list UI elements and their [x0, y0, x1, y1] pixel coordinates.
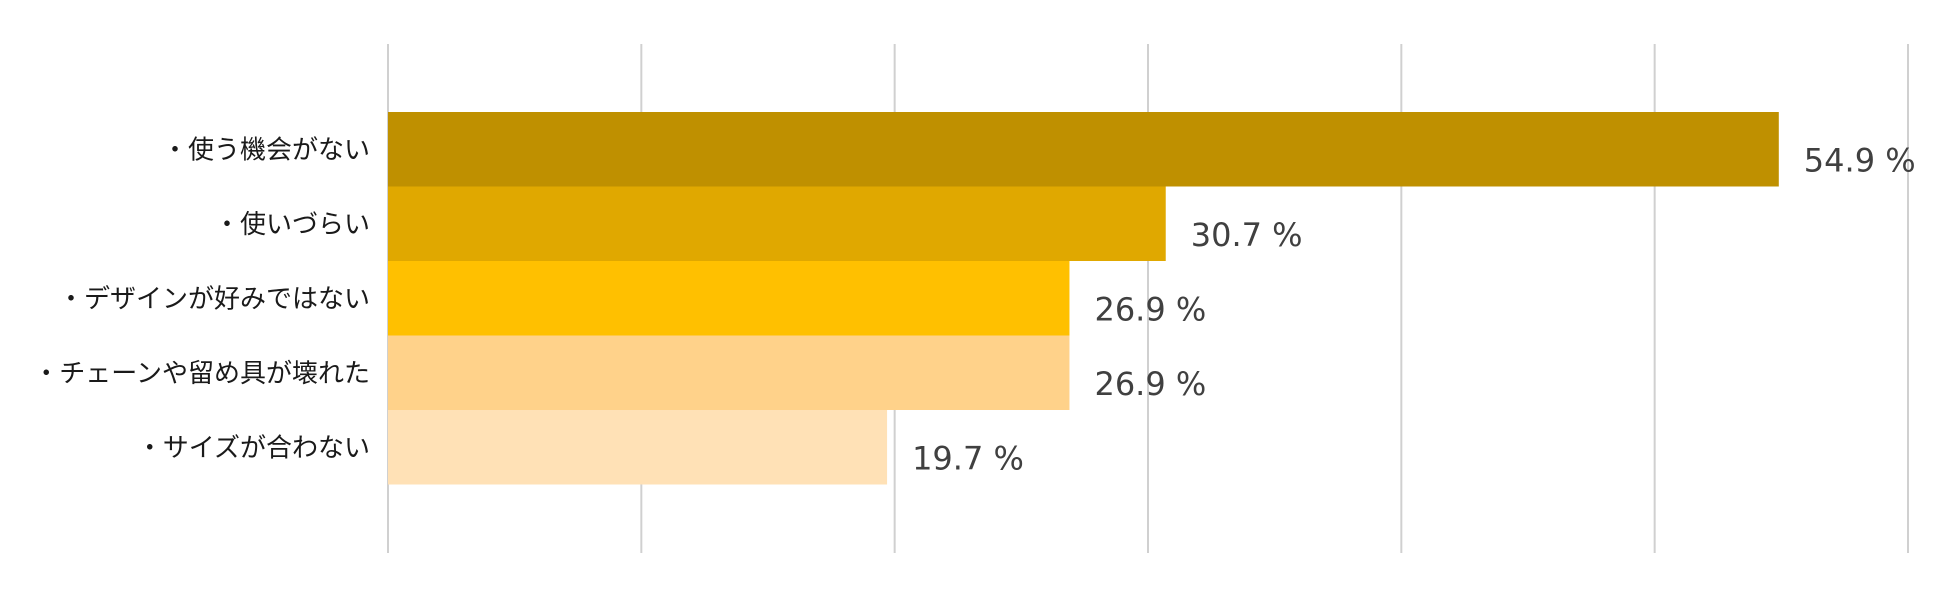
data-label: 54.9 %: [1804, 141, 1916, 179]
value-labels: 54.9 % 30.7 % 26.9 % 26.9 % 19.7 %: [912, 141, 1916, 477]
category-label: ・使う機会がない: [162, 135, 370, 165]
category-label: ・使いづらい: [214, 210, 370, 240]
category-label: ・サイズが合わない: [137, 433, 370, 463]
bar: [388, 335, 1070, 410]
category-labels: ・使う機会がない・使いづらい・デザインが好みではない・チェーンや留め具が壊れた・…: [33, 135, 370, 463]
data-label: 26.9 %: [1094, 365, 1206, 403]
data-label: 19.7 %: [912, 439, 1024, 477]
data-label: 30.7 %: [1191, 216, 1303, 254]
category-label: ・チェーンや留め具が壊れた: [33, 359, 370, 389]
bar: [388, 261, 1070, 336]
bar: [388, 410, 888, 485]
data-label: 26.9 %: [1094, 290, 1206, 328]
bar: [388, 112, 1779, 187]
bars: [388, 112, 1779, 485]
bar: [388, 186, 1166, 261]
category-label: ・デザインが好みではない: [58, 284, 370, 314]
